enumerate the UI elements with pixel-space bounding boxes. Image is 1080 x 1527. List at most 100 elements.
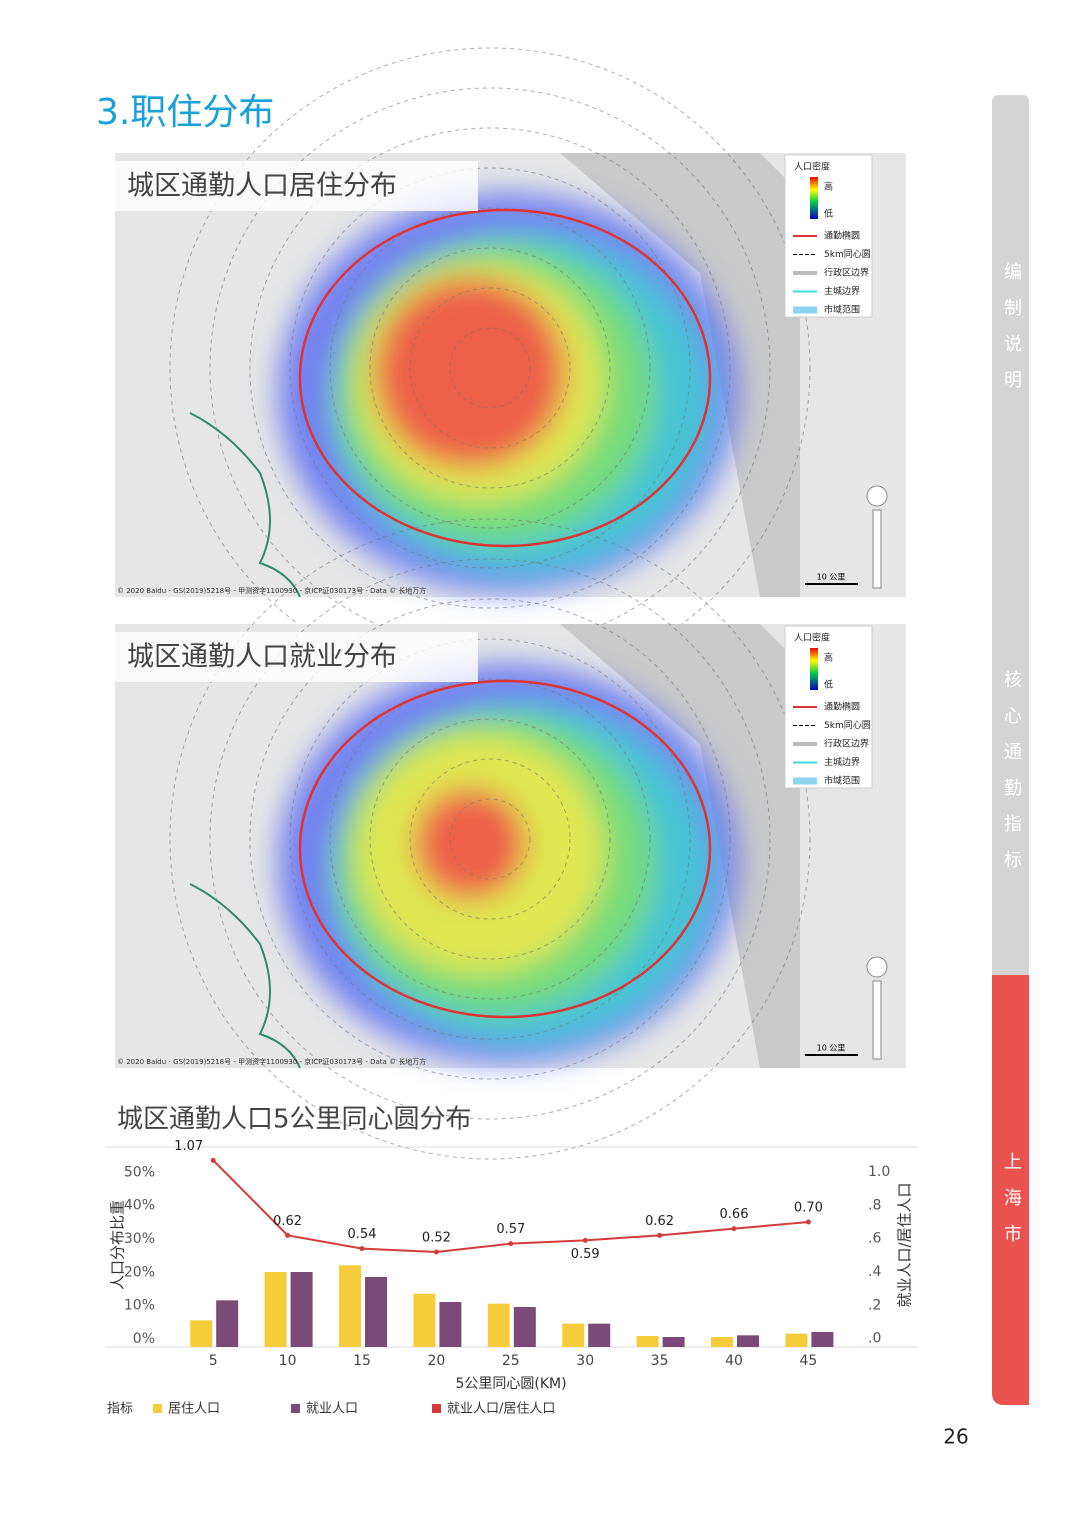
y-axis-title: 人口分布比重 xyxy=(109,1200,127,1290)
data-label: 0.52 xyxy=(422,1231,451,1246)
concentric-ring xyxy=(249,127,731,609)
line-point xyxy=(508,1241,514,1247)
commute-ellipse xyxy=(298,679,712,1019)
concentric-ring xyxy=(409,287,571,449)
density-scale xyxy=(810,177,818,219)
zoom-slider xyxy=(872,980,882,1060)
bar xyxy=(439,1302,462,1347)
map-title-bg xyxy=(115,632,478,682)
bar xyxy=(562,1323,585,1347)
x-axis-title: 5公里同心圆(KM) xyxy=(455,1376,566,1392)
legend-high: 高 xyxy=(824,652,833,664)
x-tick-label: 45 xyxy=(799,1353,817,1369)
bar xyxy=(216,1300,239,1347)
bar xyxy=(662,1337,685,1347)
y-tick-label: 40% xyxy=(124,1198,155,1214)
concentric-ring xyxy=(449,798,531,880)
river xyxy=(560,153,800,597)
x-tick-label: 20 xyxy=(427,1353,445,1369)
y-tick-label: 30% xyxy=(124,1231,155,1247)
legend-item: 行政区边界 xyxy=(824,267,869,279)
y2-tick-label: .4 xyxy=(868,1264,881,1280)
data-label: 0.70 xyxy=(794,1201,823,1216)
legend-high: 高 xyxy=(824,181,833,193)
side-tab-label: 上海市 xyxy=(1001,1152,1022,1260)
y2-tick-label: .2 xyxy=(868,1297,881,1313)
y2-tick-label: .0 xyxy=(868,1331,881,1347)
bar xyxy=(785,1333,808,1347)
y-tick-label: 50% xyxy=(124,1164,155,1180)
x-tick-label: 40 xyxy=(725,1353,743,1369)
side-tab-label: 核心通勤指标 xyxy=(1001,670,1022,886)
bar xyxy=(339,1265,361,1347)
legend-label: 就业人口 xyxy=(306,1402,358,1417)
map-copyright: © 2020 Baidu - GS(2019)5218号 - 甲测资字11009… xyxy=(117,1057,426,1066)
concentric-ring xyxy=(169,518,811,1160)
data-label: 0.62 xyxy=(645,1214,674,1229)
bar xyxy=(811,1332,834,1347)
heatmap xyxy=(278,664,738,1064)
legend-item: 市域范围 xyxy=(824,304,860,316)
concentric-ring xyxy=(209,87,771,649)
legend-item: 5km同心圆 xyxy=(824,249,871,260)
legend-item: 市域范围 xyxy=(824,775,860,787)
legend-title: 指标 xyxy=(107,1402,133,1417)
chart-title: 城区通勤人口5公里同心圆分布 xyxy=(117,1105,472,1135)
map-title-bg xyxy=(115,161,478,211)
data-label: 1.07 xyxy=(174,1139,203,1154)
data-label: 0.54 xyxy=(348,1227,377,1242)
concentric-ring xyxy=(289,167,691,569)
y-tick-label: 0% xyxy=(133,1331,155,1347)
y2-tick-label: 1.0 xyxy=(868,1164,890,1180)
zoom-slider xyxy=(872,509,882,589)
x-tick-label: 10 xyxy=(279,1353,297,1369)
y2-tick-label: .6 xyxy=(868,1231,881,1247)
y2-tick-label: .8 xyxy=(868,1197,881,1213)
legend-item: 通勤椭圆 xyxy=(824,230,860,242)
page-number: 26 xyxy=(943,1425,968,1449)
legend-item: 5km同心圆 xyxy=(824,720,871,731)
heat-blob xyxy=(415,789,525,899)
concentric-ring xyxy=(409,758,571,920)
data-label: 0.57 xyxy=(496,1222,525,1237)
page-title: 3.职住分布 xyxy=(96,92,274,133)
legend-item: 主城边界 xyxy=(824,756,860,768)
density-scale xyxy=(810,648,818,690)
y-tick-label: 20% xyxy=(124,1264,155,1280)
heat-blob xyxy=(375,278,565,468)
legend-item: 主城边界 xyxy=(824,285,860,297)
side-tab-label: 编制说明 xyxy=(1001,262,1022,406)
map-title: 城区通勤人口就业分布 xyxy=(127,642,397,673)
bar xyxy=(365,1277,387,1347)
legend-low: 低 xyxy=(824,679,833,691)
y2-axis-title: 就业人口/居住人口 xyxy=(896,1182,914,1307)
line-point xyxy=(359,1246,365,1252)
legend-low: 低 xyxy=(824,208,833,220)
bar xyxy=(190,1320,213,1347)
line-point xyxy=(731,1226,737,1232)
line-point xyxy=(805,1219,811,1225)
commute-ellipse xyxy=(298,208,712,548)
heatmap xyxy=(278,193,738,593)
x-tick-label: 30 xyxy=(576,1353,594,1369)
zoom-control xyxy=(866,485,888,507)
data-label: 0.66 xyxy=(720,1207,749,1222)
concentric-ring xyxy=(289,638,691,1040)
line-point xyxy=(657,1232,663,1238)
line-point xyxy=(582,1237,588,1243)
x-tick-label: 5 xyxy=(209,1353,218,1369)
bar xyxy=(290,1272,313,1347)
district-line xyxy=(189,412,301,598)
concentric-ring xyxy=(249,598,731,1080)
bar xyxy=(588,1323,611,1347)
map: 城区通勤人口居住分布人口密度高低通勤椭圆5km同心圆行政区边界主城边界市域范围1… xyxy=(115,47,906,689)
ratio-line xyxy=(212,1159,809,1254)
bar xyxy=(636,1336,659,1347)
legend-item: 行政区边界 xyxy=(824,738,869,750)
bar xyxy=(487,1303,510,1347)
scale-label: 10 公里 xyxy=(817,573,846,582)
y-tick-label: 10% xyxy=(124,1298,155,1314)
concentric-ring xyxy=(369,718,611,960)
concentric-ring xyxy=(169,47,811,689)
